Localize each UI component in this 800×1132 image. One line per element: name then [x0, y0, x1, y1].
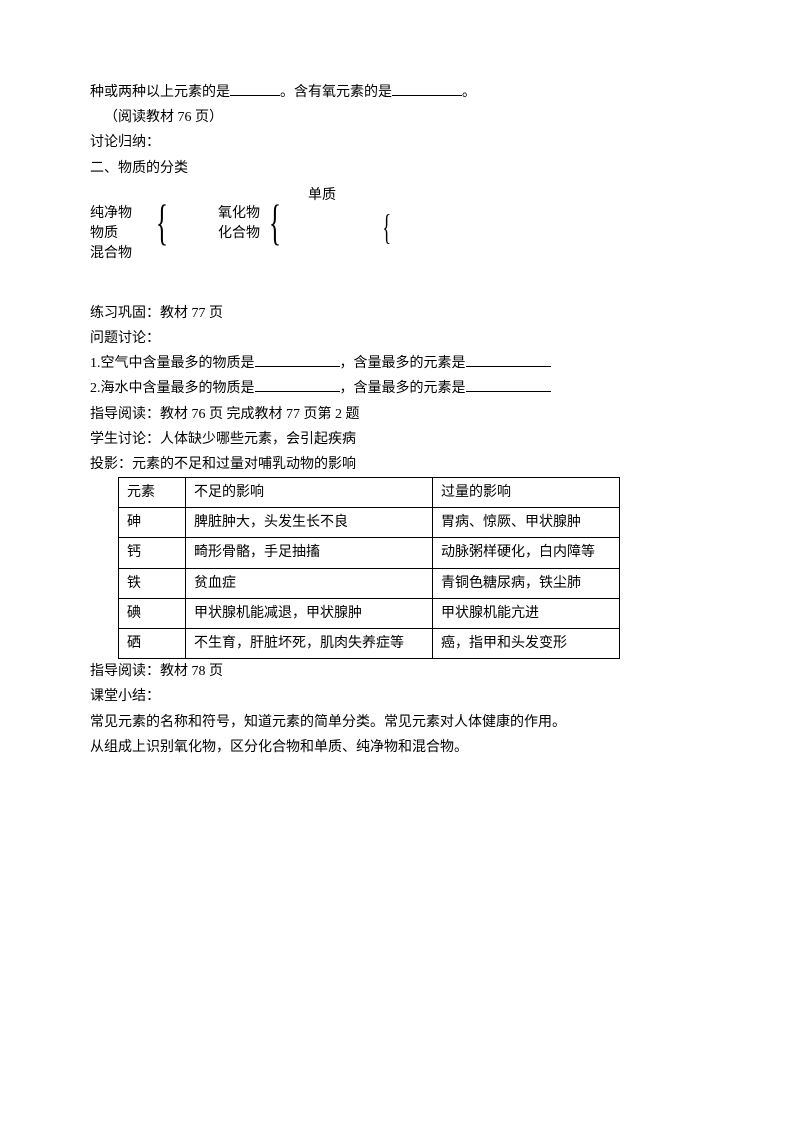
diagram-label: 混合物 — [90, 241, 132, 266]
intro-line-1: 种或两种以上元素的是 。含有氧元素的是 。 — [90, 80, 710, 105]
text-fragment: 。 — [462, 85, 476, 100]
diagram-label: 单质 — [308, 183, 336, 208]
table-cell: 青铜色糖尿病，铁尘肺 — [433, 568, 620, 598]
fill-blank — [255, 352, 340, 367]
text-fragment: 1.空气中含量最多的物质是 — [90, 356, 255, 371]
table-cell: 甲状腺机能亢进 — [433, 598, 620, 628]
table-cell: 癌，指甲和头发变形 — [433, 629, 620, 659]
intro-line-2: （阅读教材 76 页） — [90, 105, 710, 130]
table-cell: 不生育，肝脏坏死，肌肉失养症等 — [186, 629, 433, 659]
table-cell: 贫血症 — [186, 568, 433, 598]
practice-heading: 练习巩固：教材 77 页 — [90, 301, 710, 326]
table-header: 元素 — [119, 478, 186, 508]
table-cell: 畸形骨骼，手足抽搐 — [186, 538, 433, 568]
table-row: 铁 贫血症 青铜色糖尿病，铁尘肺 — [119, 568, 620, 598]
table-row: 砷 脾脏肿大，头发生长不良 胃病、惊厥、甲状腺肿 — [119, 508, 620, 538]
fill-blank — [230, 81, 280, 96]
summary-heading: 课堂小结： — [90, 684, 710, 709]
student-discussion: 学生讨论：人体缺少哪些元素，会引起疾病 — [90, 427, 710, 452]
table-cell: 钙 — [119, 538, 186, 568]
table-cell: 胃病、惊厥、甲状腺肿 — [433, 508, 620, 538]
projection-title: 投影：元素的不足和过量对哺乳动物的影响 — [90, 452, 710, 477]
section-heading: 二、物质的分类 — [90, 156, 710, 181]
text-fragment: 2.海水中含量最多的物质是 — [90, 381, 255, 396]
table-cell: 碘 — [119, 598, 186, 628]
fill-blank — [466, 352, 551, 367]
table-cell: 动脉粥样硬化，白内障等 — [433, 538, 620, 568]
classification-diagram: 纯净物 物质 混合物 { 氧化物 化合物 { 单质 { — [90, 183, 710, 263]
brace-icon: { — [269, 197, 281, 247]
fill-blank — [392, 81, 462, 96]
table-row: 硒 不生育，肝脏坏死，肌肉失养症等 癌，指甲和头发变形 — [119, 629, 620, 659]
table-row: 钙 畸形骨骼，手足抽搐 动脉粥样硬化，白内障等 — [119, 538, 620, 568]
element-effects-table: 元素 不足的影响 过量的影响 砷 脾脏肿大，头发生长不良 胃病、惊厥、甲状腺肿 … — [118, 477, 620, 659]
table-cell: 砷 — [119, 508, 186, 538]
table-header: 不足的影响 — [186, 478, 433, 508]
text-fragment: 种或两种以上元素的是 — [90, 85, 230, 100]
text-fragment: 。含有氧元素的是 — [280, 85, 392, 100]
fill-blank — [466, 377, 551, 392]
summary-line: 常见元素的名称和符号，知道元素的简单分类。常见元素对人体健康的作用。 — [90, 710, 710, 735]
table-cell: 脾脏肿大，头发生长不良 — [186, 508, 433, 538]
discussion-heading: 问题讨论： — [90, 326, 710, 351]
text-fragment: ，含量最多的元素是 — [340, 356, 466, 371]
table-cell: 铁 — [119, 568, 186, 598]
table-header: 过量的影响 — [433, 478, 620, 508]
fill-blank — [255, 377, 340, 392]
intro-line-3: 讨论归纳： — [90, 130, 710, 155]
question-1: 1.空气中含量最多的物质是 ，含量最多的元素是 — [90, 351, 710, 376]
reading-guide-2: 指导阅读：教材 78 页 — [90, 659, 710, 684]
table-row: 碘 甲状腺机能减退，甲状腺肿 甲状腺机能亢进 — [119, 598, 620, 628]
table-cell: 甲状腺机能减退，甲状腺肿 — [186, 598, 433, 628]
diagram-label: 化合物 — [218, 221, 260, 246]
brace-icon: { — [156, 197, 168, 247]
reading-guide: 指导阅读：教材 76 页 完成教材 77 页第 2 题 — [90, 402, 710, 427]
table-header-row: 元素 不足的影响 过量的影响 — [119, 478, 620, 508]
table-cell: 硒 — [119, 629, 186, 659]
summary-line: 从组成上识别氧化物，区分化合物和单质、纯净物和混合物。 — [90, 735, 710, 760]
text-fragment: ，含量最多的元素是 — [340, 381, 466, 396]
question-2: 2.海水中含量最多的物质是 ，含量最多的元素是 — [90, 376, 710, 401]
brace-icon: { — [382, 209, 391, 245]
